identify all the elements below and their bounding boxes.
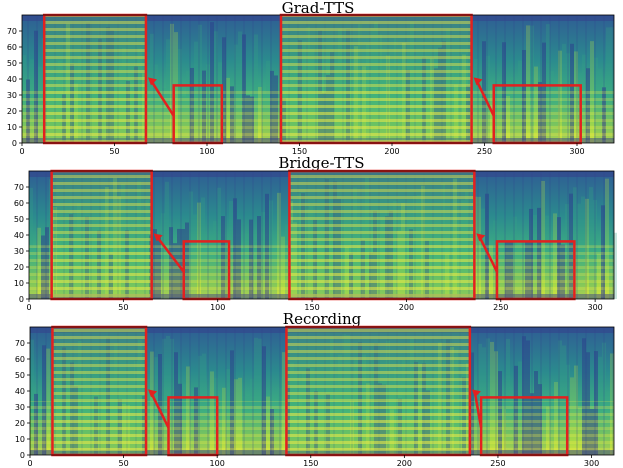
x-tick-label: 50 bbox=[109, 147, 119, 156]
y-tick-label: 10 bbox=[14, 279, 24, 288]
x-tick-label: 100 bbox=[210, 303, 225, 312]
arrow-head-1 bbox=[148, 389, 158, 398]
arrow-head-2 bbox=[476, 233, 486, 242]
x-tick-label: 250 bbox=[477, 147, 492, 156]
y-tick-label: 60 bbox=[7, 43, 17, 52]
y-tick-label: 40 bbox=[15, 387, 25, 396]
x-tick-label: 200 bbox=[399, 303, 414, 312]
x-tick-label: 100 bbox=[199, 147, 214, 156]
inset-harmonics bbox=[52, 327, 147, 455]
y-tick-label: 0 bbox=[19, 295, 24, 304]
y-tick-label: 0 bbox=[12, 139, 17, 148]
spectrogram-panel-1: Grad-TTS 0 10 20 30 40 50 60 70 0 50 100 150 200 250 30… bbox=[7, 0, 615, 156]
y-tick-label: 30 bbox=[14, 247, 24, 256]
panel-title: Recording bbox=[283, 310, 362, 328]
x-tick-label: 150 bbox=[304, 303, 319, 312]
panel-title: Bridge-TTS bbox=[278, 154, 364, 172]
x-tick-label: 250 bbox=[490, 459, 505, 468]
x-tick-label: 250 bbox=[493, 303, 508, 312]
x-tick-label: 300 bbox=[587, 303, 602, 312]
y-tick-label: 70 bbox=[15, 339, 25, 348]
y-tick-label: 10 bbox=[7, 123, 17, 132]
inset-harmonics bbox=[281, 15, 472, 143]
zoom-arrow-1 bbox=[155, 235, 185, 273]
y-tick-label: 70 bbox=[7, 27, 17, 36]
y-tick-label: 20 bbox=[14, 263, 24, 272]
x-tick-label: 0 bbox=[27, 459, 32, 468]
x-tick-label: 150 bbox=[292, 147, 307, 156]
x-tick-label: 0 bbox=[19, 147, 24, 156]
y-tick-label: 30 bbox=[7, 91, 17, 100]
y-tick-label: 30 bbox=[15, 403, 25, 412]
arrow-head-2 bbox=[471, 389, 481, 398]
arrow-head-1 bbox=[153, 233, 163, 242]
y-tick-label: 20 bbox=[7, 107, 17, 116]
x-tick-label: 300 bbox=[569, 147, 584, 156]
y-tick-label: 70 bbox=[14, 183, 24, 192]
y-tick-label: 50 bbox=[14, 215, 24, 224]
zoom-arrow-1 bbox=[149, 79, 175, 117]
y-tick-label: 0 bbox=[20, 451, 25, 460]
zoom-arrow-2 bbox=[475, 79, 495, 117]
y-tick-label: 20 bbox=[15, 419, 25, 428]
x-tick-label: 50 bbox=[118, 459, 128, 468]
zoom-arrow-2 bbox=[473, 392, 483, 429]
spectrogram-panel-2: Bridge-TTS 0 10 20 30 40 50 60 70 0 50 100 150 200 250… bbox=[14, 154, 617, 312]
y-tick-label: 50 bbox=[15, 371, 25, 380]
x-tick-label: 0 bbox=[26, 303, 31, 312]
y-tick-label: 10 bbox=[15, 435, 25, 444]
x-tick-label: 200 bbox=[384, 147, 399, 156]
inset-harmonics bbox=[289, 171, 475, 299]
inset-harmonics bbox=[286, 327, 470, 455]
inset-harmonics bbox=[51, 171, 152, 299]
x-tick-label: 200 bbox=[397, 459, 412, 468]
y-tick-label: 40 bbox=[7, 75, 17, 84]
arrow-head-2 bbox=[473, 77, 483, 86]
y-tick-label: 60 bbox=[14, 199, 24, 208]
x-tick-label: 100 bbox=[210, 459, 225, 468]
x-tick-label: 300 bbox=[584, 459, 599, 468]
arrow-head-1 bbox=[147, 77, 157, 86]
spectrogram-panel-3: Recording 0 10 20 30 40 50 60 70 0 50 100 150 200 250 3… bbox=[15, 310, 615, 468]
inset-harmonics bbox=[44, 15, 146, 143]
y-tick-label: 50 bbox=[7, 59, 17, 68]
y-tick-label: 60 bbox=[15, 355, 25, 364]
y-tick-label: 40 bbox=[14, 231, 24, 240]
zoom-arrow-1 bbox=[149, 391, 170, 429]
x-tick-label: 50 bbox=[118, 303, 128, 312]
panel-title: Grad-TTS bbox=[282, 0, 355, 17]
zoom-arrow-2 bbox=[478, 235, 499, 273]
x-tick-label: 150 bbox=[303, 459, 318, 468]
